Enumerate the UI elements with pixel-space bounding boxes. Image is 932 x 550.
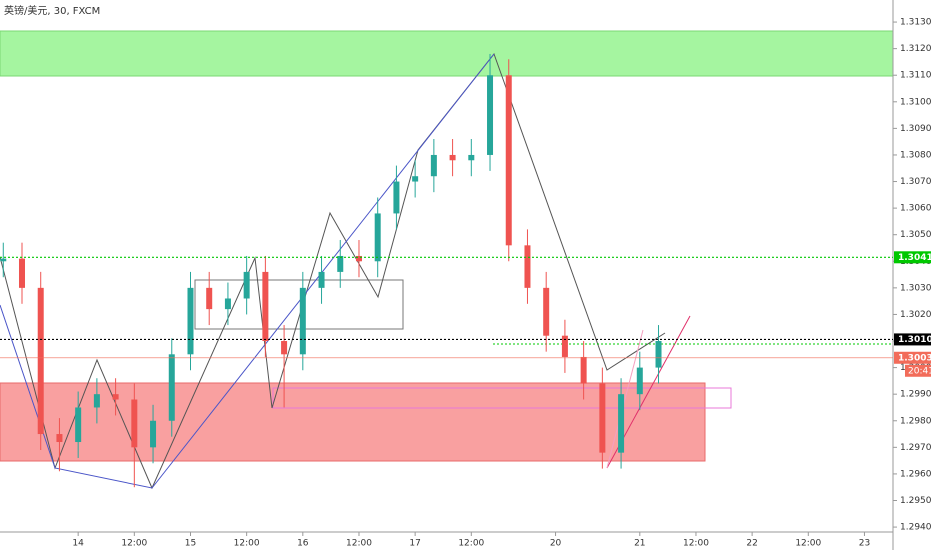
x-tick-label: 21 bbox=[634, 539, 645, 549]
candle-body bbox=[430, 154, 437, 177]
y-tick-label: 1.31200 bbox=[900, 44, 932, 54]
candle-body bbox=[131, 399, 138, 448]
demand-zone bbox=[0, 382, 706, 462]
y-tick-label: 1.30800 bbox=[900, 150, 932, 160]
trend-line bbox=[0, 53, 495, 489]
y-tick-label: 1.29500 bbox=[900, 496, 932, 506]
x-tick-label: 12:00 bbox=[795, 539, 821, 549]
candle-body bbox=[112, 394, 119, 400]
x-tick-label: 12:00 bbox=[234, 539, 260, 549]
candle-body bbox=[618, 394, 625, 453]
x-tick-label: 16 bbox=[297, 539, 309, 549]
countdown-tag bbox=[905, 364, 931, 377]
candle-body bbox=[150, 420, 157, 448]
y-tick-label: 1.30900 bbox=[900, 124, 932, 134]
level-tag bbox=[894, 251, 931, 264]
y-tick-label: 1.30700 bbox=[900, 177, 932, 187]
candle-body bbox=[299, 287, 306, 355]
candle-body bbox=[505, 75, 512, 246]
candle-body bbox=[412, 176, 419, 182]
level-tag bbox=[894, 333, 931, 346]
candle-body bbox=[337, 255, 344, 272]
candle-body bbox=[281, 341, 288, 355]
y-tick-label: 1.29600 bbox=[900, 469, 932, 479]
candle-body bbox=[18, 258, 25, 288]
wedge-line bbox=[606, 329, 644, 469]
x-tick-label: 23 bbox=[859, 539, 870, 549]
candle-body bbox=[224, 298, 231, 310]
x-tick-label: 14 bbox=[72, 539, 84, 549]
candle-body bbox=[262, 271, 269, 342]
candle-body bbox=[524, 245, 531, 288]
y-tick-label: 1.30500 bbox=[900, 230, 932, 240]
y-tick-label: 1.30600 bbox=[900, 204, 932, 214]
candle-body bbox=[355, 255, 362, 262]
candle-body bbox=[0, 258, 7, 262]
chart-title: 英镑/美元, 30, FXCM bbox=[4, 4, 100, 17]
level-label: 1.30106 bbox=[898, 335, 932, 345]
y-tick-label: 1.30200 bbox=[900, 310, 932, 320]
candle-body bbox=[75, 407, 82, 443]
level-tag bbox=[894, 351, 931, 364]
countdown: 20:41 bbox=[908, 366, 932, 376]
candle-body bbox=[636, 367, 643, 395]
x-tick-label: 12:00 bbox=[121, 539, 147, 549]
y-tick-label: 1.29800 bbox=[900, 416, 932, 426]
candle-body bbox=[655, 341, 662, 368]
y-tick-label: 1.30300 bbox=[900, 283, 932, 293]
candle-body bbox=[468, 154, 475, 161]
candle-body bbox=[318, 271, 325, 288]
y-tick-label: 1.31000 bbox=[900, 97, 932, 107]
supply-zone bbox=[0, 30, 894, 77]
candle-body bbox=[206, 287, 213, 310]
candle-body bbox=[487, 75, 494, 155]
candle-body bbox=[599, 383, 606, 453]
candle-body bbox=[449, 154, 456, 161]
candle-body bbox=[168, 354, 175, 421]
y-tick-label: 1.29400 bbox=[900, 523, 932, 533]
x-tick-label: 12:00 bbox=[458, 539, 484, 549]
candle-body bbox=[543, 287, 550, 336]
y-tick-label: 1.31300 bbox=[900, 18, 932, 28]
candle-body bbox=[56, 434, 63, 443]
y-tick-label: 1.29900 bbox=[900, 390, 932, 400]
y-tick-label: 1.31100 bbox=[900, 71, 932, 81]
candle-body bbox=[374, 213, 381, 262]
x-tick-label: 12:00 bbox=[683, 539, 709, 549]
level-label: 1.30415 bbox=[898, 253, 932, 263]
candle-body bbox=[187, 287, 194, 355]
pink-box bbox=[272, 387, 732, 409]
x-tick-label: 20 bbox=[550, 539, 562, 549]
candle-body bbox=[243, 271, 250, 299]
candle-body bbox=[393, 181, 400, 214]
candle-body bbox=[37, 287, 44, 435]
x-tick-label: 17 bbox=[409, 539, 420, 549]
candle-body bbox=[93, 394, 100, 408]
level-label: 1.30037 bbox=[898, 353, 932, 363]
candle-body bbox=[561, 335, 568, 357]
candle-body bbox=[580, 356, 587, 384]
x-tick-label: 15 bbox=[185, 539, 196, 549]
y-tick-label: 1.29700 bbox=[900, 443, 932, 453]
x-tick-label: 12:00 bbox=[346, 539, 372, 549]
range-box bbox=[194, 279, 404, 330]
x-tick-label: 22 bbox=[746, 539, 757, 549]
